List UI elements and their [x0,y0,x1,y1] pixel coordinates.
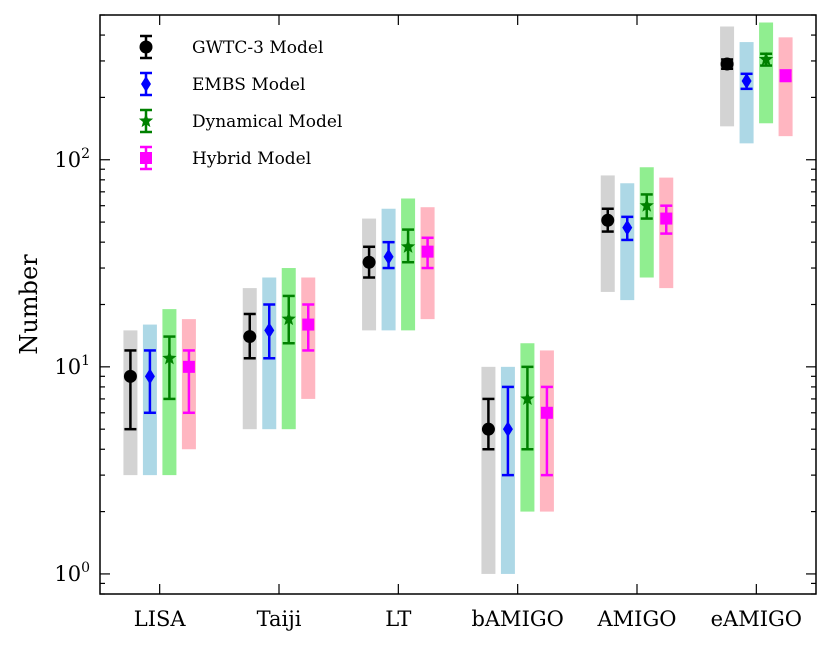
marker-3-2 [421,245,434,258]
legend-marker-1 [141,76,151,92]
marker-2-4 [639,198,654,212]
band-layer [123,22,793,574]
legend-label-1: EMBS Model [192,75,305,95]
marker-0-1 [243,330,257,344]
marker-3-5 [779,69,792,82]
marker-3-1 [302,318,315,331]
ytick-label-2: 102 [54,146,90,172]
marker-1-4 [622,219,633,236]
legend-marker-3 [140,152,152,164]
band-2-2 [401,198,416,331]
marker-1-0 [144,368,155,385]
xtick-label-LT: LT [385,607,411,631]
band-0-4 [600,175,615,292]
band-2-5 [759,22,774,124]
x-axis-ticks: LISA Taiji LT bAMIGO AMIGO eAMIGO [134,15,802,631]
plot-area [123,22,793,574]
band-2-4 [639,167,654,278]
ytick-label-base: 10 [54,562,81,586]
ytick-label-0: 100 [54,560,90,586]
marker-0-2 [362,255,376,269]
marker-3-4 [660,212,673,225]
marker-1-2 [383,248,394,265]
xtick-label-eAMIGO: eAMIGO [711,607,802,631]
marker-2-5 [758,51,774,66]
ytick-label-exponent: 1 [81,353,90,369]
xtick-label-bAMIGO: bAMIGO [471,607,563,631]
ytick-label-1: 101 [54,353,90,379]
marker-1-1 [264,322,275,339]
legend: GWTC-3 Model EMBS Model Dynamical Model Hyb… [138,34,342,171]
marker-0-4 [601,213,615,227]
band-1-2 [381,208,396,331]
y-axis-label: Number [15,254,43,355]
band-3-5 [778,37,793,137]
ytick-label-base: 10 [54,355,81,379]
band-1-5 [739,42,754,144]
xtick-label-AMIGO: AMIGO [597,607,677,631]
legend-label-3: Hybrid Model [192,149,311,169]
legend-label-0: GWTC-3 Model [192,38,323,58]
marker-3-0 [182,360,195,373]
plot-frame [99,14,817,595]
band-2-1 [281,268,296,430]
xtick-label-Taiji: Taiji [257,607,302,631]
marker-0-0 [123,369,137,383]
marker-2-2 [400,239,416,253]
ytick-label-exponent: 0 [81,560,90,576]
xtick-label-LISA: LISA [134,607,187,631]
marker-1-3 [502,421,513,438]
band-1-4 [620,183,635,301]
marker-1-5 [741,73,752,90]
band-0-3 [481,366,496,574]
band-0-5 [720,26,735,127]
marker-2-0 [162,350,177,365]
legend-marker-2 [138,113,154,128]
legend-label-2: Dynamical Model [192,112,342,132]
ytick-label-base: 10 [54,148,81,172]
marker-0-3 [481,422,495,436]
marker-layer [123,51,792,438]
ytick-label-exponent: 2 [81,146,90,162]
marker-2-1 [281,311,296,326]
legend-marker-0 [139,40,153,54]
marker-3-3 [540,406,553,419]
marker-2-3 [520,391,535,405]
marker-0-5 [720,57,734,71]
